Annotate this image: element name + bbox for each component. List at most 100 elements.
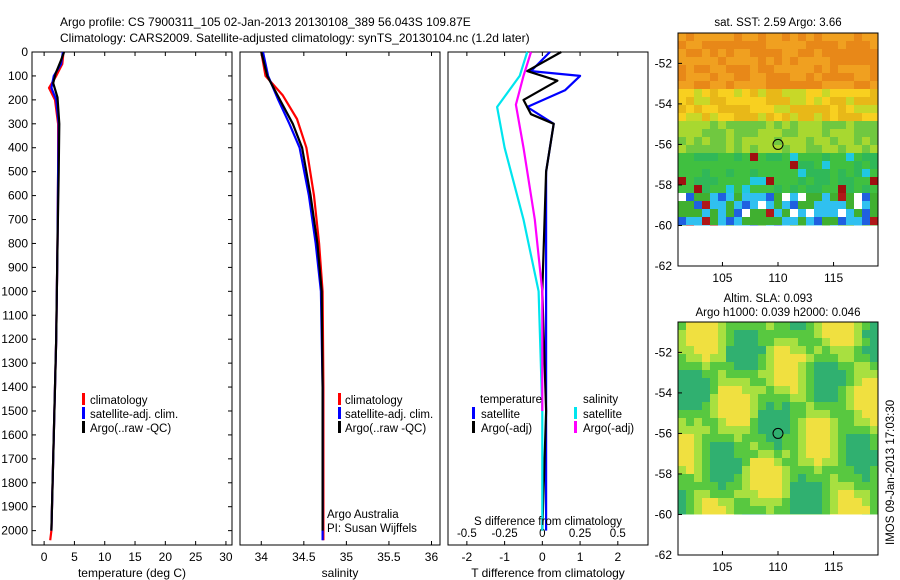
depth-tick-label: 1300 xyxy=(1,356,28,370)
map-cell xyxy=(862,73,870,81)
map-cell xyxy=(702,49,710,57)
map-cell xyxy=(758,33,766,41)
map-cell xyxy=(870,209,878,217)
map-cell xyxy=(798,362,806,370)
argo-location-marker xyxy=(772,138,784,150)
argo-location-marker xyxy=(772,427,784,439)
map-cell xyxy=(830,185,838,193)
map-cell xyxy=(742,201,750,209)
map-cell xyxy=(726,137,734,145)
map-cell xyxy=(686,370,694,378)
map-cell xyxy=(846,402,854,410)
temperature-axes xyxy=(31,51,233,546)
map-cell xyxy=(694,89,702,97)
map-cell xyxy=(686,434,694,442)
map-cell xyxy=(742,378,750,386)
map-cell xyxy=(806,386,814,394)
map-cell xyxy=(710,49,718,57)
map-cell xyxy=(862,89,870,97)
map-cell xyxy=(718,346,726,354)
map-cell xyxy=(718,177,726,185)
map-cell xyxy=(726,161,734,169)
map-cell xyxy=(758,121,766,129)
map-cell xyxy=(766,394,774,402)
x-tick-label: 35 xyxy=(340,550,354,564)
map-cell xyxy=(686,57,694,65)
map-cell xyxy=(870,185,878,193)
map-cell xyxy=(678,362,686,370)
map-cell xyxy=(870,193,878,201)
map-cell xyxy=(846,354,854,362)
map-cell xyxy=(830,386,838,394)
map-cell xyxy=(822,217,830,225)
map-cell xyxy=(790,137,798,145)
map-cell xyxy=(702,65,710,73)
difference-legend: temperature salinity satellite Argo(-adj… xyxy=(472,394,634,435)
map-cell xyxy=(782,105,790,113)
map-cell xyxy=(750,49,758,57)
map-cell xyxy=(686,458,694,466)
map-cell xyxy=(806,458,814,466)
map-cell xyxy=(718,322,726,330)
map-cell xyxy=(766,378,774,386)
map-cell xyxy=(734,458,742,466)
map-cell xyxy=(678,137,686,145)
map-cell xyxy=(718,97,726,105)
map-cell xyxy=(742,177,750,185)
map-cell xyxy=(750,498,758,506)
map-cell xyxy=(870,217,878,225)
map-cell xyxy=(846,410,854,418)
map-cell xyxy=(870,330,878,338)
map-cell xyxy=(846,57,854,65)
map-cell xyxy=(846,121,854,129)
map-cell xyxy=(814,330,822,338)
map-cell xyxy=(798,129,806,137)
map-cell xyxy=(702,386,710,394)
map-cell xyxy=(734,330,742,338)
map-cell xyxy=(846,161,854,169)
map-cell xyxy=(686,426,694,434)
map-cell xyxy=(718,113,726,121)
map-cell xyxy=(750,410,758,418)
map-cell xyxy=(822,362,830,370)
map-cell xyxy=(678,169,686,177)
map-cell xyxy=(838,426,846,434)
map-cell xyxy=(734,169,742,177)
map-cell xyxy=(718,129,726,137)
map-cell xyxy=(718,490,726,498)
map-cell xyxy=(758,153,766,161)
map-cell xyxy=(790,89,798,97)
map-cell xyxy=(750,482,758,490)
map-cell xyxy=(798,105,806,113)
map-cell xyxy=(782,65,790,73)
map-cell xyxy=(862,81,870,89)
map-cell xyxy=(870,482,878,490)
map-cell xyxy=(718,145,726,153)
map-cell xyxy=(822,346,830,354)
map-cell xyxy=(870,378,878,386)
map-cell xyxy=(790,386,798,394)
map-cell xyxy=(702,185,710,193)
map-cell xyxy=(678,490,686,498)
map-cell xyxy=(854,121,862,129)
map-cell xyxy=(846,193,854,201)
map-cell xyxy=(686,394,694,402)
map-cell xyxy=(846,322,854,330)
map-cell xyxy=(838,362,846,370)
map-cell xyxy=(806,97,814,105)
salinity-difference-xticks: -0.5 -0.25 0 0.25 0.5 xyxy=(457,528,626,540)
map-cell xyxy=(742,506,750,514)
map-cell xyxy=(782,121,790,129)
map-cell xyxy=(814,121,822,129)
map-cell xyxy=(854,362,862,370)
map-cell xyxy=(806,410,814,418)
map-cell xyxy=(726,434,734,442)
depth-tick-label: 1500 xyxy=(1,404,28,418)
map-cell xyxy=(750,153,758,161)
map-cell xyxy=(782,177,790,185)
map-cell xyxy=(726,418,734,426)
map-y-tick-label: -60 xyxy=(655,218,673,232)
map-cell xyxy=(750,129,758,137)
map-cell xyxy=(718,442,726,450)
map-cell xyxy=(766,338,774,346)
